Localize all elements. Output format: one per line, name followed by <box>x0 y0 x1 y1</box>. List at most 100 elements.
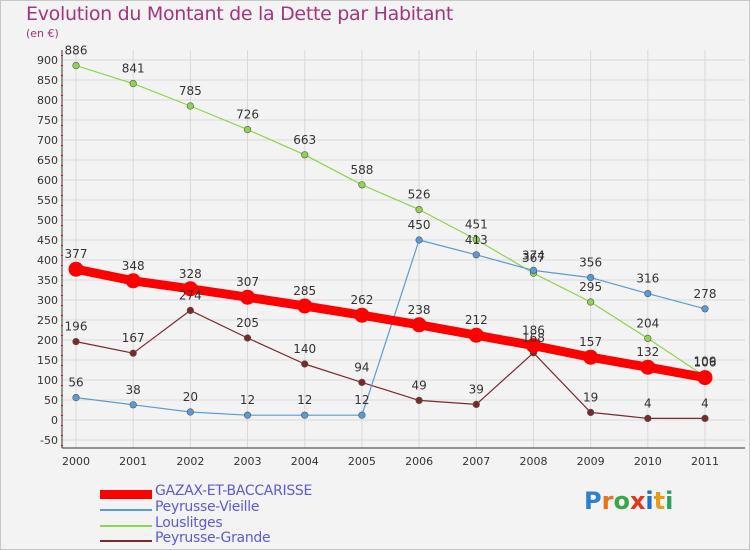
y-tick-label: 300 <box>37 294 58 307</box>
data-point <box>72 61 80 70</box>
data-label: 204 <box>636 316 659 330</box>
y-tick-label: 700 <box>37 134 58 147</box>
data-label: 196 <box>65 320 88 334</box>
series-line <box>75 64 706 377</box>
data-point <box>186 306 194 315</box>
data-label: 377 <box>65 247 88 261</box>
data-label: 38 <box>126 383 141 397</box>
logo-letter: r <box>601 487 614 515</box>
data-label: 588 <box>350 163 373 177</box>
logo-letter: P <box>584 487 602 515</box>
y-tick-label: 100 <box>37 374 58 387</box>
data-label: 212 <box>465 313 488 327</box>
y-tick-label: 150 <box>37 354 58 367</box>
data-point <box>301 360 309 368</box>
data-point <box>525 338 541 354</box>
data-point <box>354 307 370 323</box>
data-point <box>411 317 427 333</box>
series-line <box>75 309 706 419</box>
data-point <box>125 273 141 289</box>
data-label: 285 <box>293 284 316 298</box>
legend-swatch <box>100 525 152 527</box>
data-label: 262 <box>350 293 373 307</box>
logo-letter: x <box>629 487 646 515</box>
data-point <box>301 411 309 419</box>
data-point <box>243 411 252 419</box>
data-point <box>472 251 480 259</box>
proxiti-logo: Proxiti <box>584 487 673 515</box>
x-tick-label: 2004 <box>291 455 319 468</box>
data-label: 726 <box>236 108 259 122</box>
data-label: 413 <box>465 233 488 247</box>
data-label: 238 <box>408 303 431 317</box>
data-point <box>587 298 595 306</box>
data-label: 663 <box>293 133 316 147</box>
data-label: 367 <box>522 251 545 265</box>
series-line <box>71 264 710 383</box>
data-point <box>186 102 194 110</box>
y-tick-label: 850 <box>37 74 58 87</box>
data-point <box>358 378 366 387</box>
chart-title: Evolution du Montant de la Dette par Hab… <box>26 3 454 25</box>
data-point <box>240 289 256 305</box>
data-label: 109 <box>694 354 717 368</box>
data-point <box>358 181 366 189</box>
y-tick-label: 800 <box>37 94 58 107</box>
data-point <box>243 126 252 134</box>
y-tick-label: 450 <box>37 234 58 247</box>
data-label: 140 <box>293 342 316 356</box>
data-label: 19 <box>583 390 598 404</box>
data-point <box>129 401 137 409</box>
y-tick-label: 500 <box>37 214 58 227</box>
y-tick-label: 0 <box>51 414 58 427</box>
data-point <box>129 79 137 88</box>
data-point <box>644 290 652 298</box>
data-label: 274 <box>179 288 202 302</box>
logo-letter: i <box>645 487 654 515</box>
data-label: 785 <box>179 84 202 98</box>
y-tick-label: 400 <box>37 254 58 267</box>
data-label: 186 <box>522 324 545 338</box>
data-label: 94 <box>354 360 369 374</box>
x-tick-label: 2009 <box>577 455 605 468</box>
data-point <box>182 281 198 297</box>
data-point <box>701 414 709 423</box>
data-point <box>415 236 423 244</box>
data-label: 841 <box>122 62 145 76</box>
x-tick-label: 2008 <box>519 455 547 468</box>
data-point <box>697 370 713 386</box>
data-point <box>72 338 80 346</box>
data-label: 56 <box>68 376 83 390</box>
x-tick-label: 2000 <box>62 455 90 468</box>
data-point <box>701 305 709 313</box>
legend-label: Louslitges <box>155 515 223 531</box>
data-point <box>587 274 595 282</box>
unit-label: (en €) <box>26 27 59 40</box>
data-label: 348 <box>122 259 145 273</box>
data-point <box>68 261 84 277</box>
y-tick-label: 650 <box>37 154 58 167</box>
data-label: 20 <box>183 390 198 404</box>
data-label: 12 <box>354 393 369 407</box>
data-point <box>415 206 423 214</box>
data-label: 451 <box>465 218 488 232</box>
data-label: 328 <box>179 267 202 281</box>
data-label: 886 <box>65 44 88 58</box>
data-point <box>186 408 194 416</box>
y-tick-label: 250 <box>37 314 58 327</box>
data-label: 4 <box>701 396 709 410</box>
legend-label: Peyrusse-Grande <box>155 530 271 546</box>
data-label: 132 <box>636 345 659 359</box>
legend-label: GAZAX-ET-BACCARISSE <box>155 483 313 499</box>
data-label: 49 <box>411 378 426 392</box>
data-label: 106 <box>694 356 717 370</box>
y-tick-label: 50 <box>44 394 58 407</box>
data-label: 278 <box>694 287 717 301</box>
data-label: 295 <box>579 280 602 294</box>
data-point <box>583 349 599 365</box>
y-tick-label: 200 <box>37 334 58 347</box>
data-point <box>301 151 309 159</box>
data-point <box>529 266 538 275</box>
data-label: 526 <box>408 188 431 202</box>
